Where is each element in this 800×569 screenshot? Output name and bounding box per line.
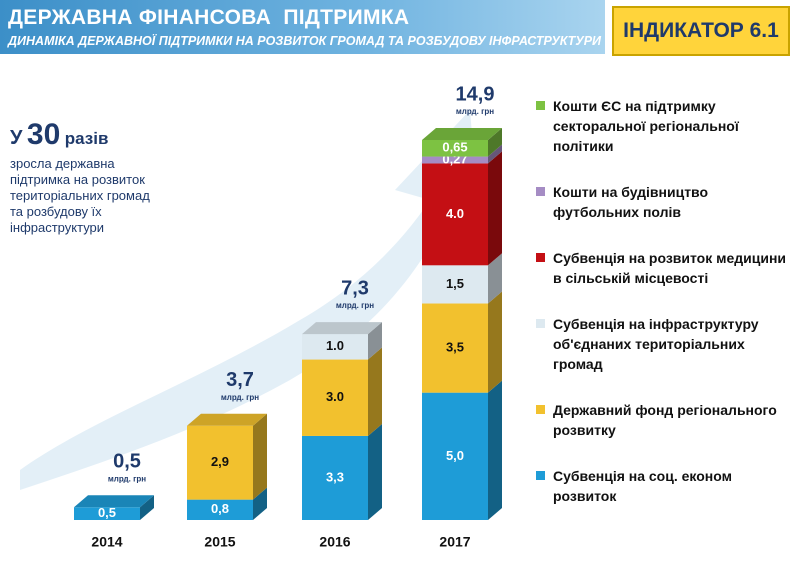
- legend-label: Субвенція на соц. економ розвиток: [553, 468, 732, 504]
- value-label: 2,9: [211, 454, 229, 469]
- bar: [422, 392, 488, 520]
- bar-side: [488, 151, 502, 266]
- total-label: 14,9: [456, 83, 495, 105]
- bar-side: [488, 128, 502, 157]
- bar-side: [253, 413, 267, 500]
- value-label: 3,3: [326, 469, 344, 484]
- headline-prefix: У: [10, 127, 23, 149]
- headline: У 30 разів: [10, 118, 108, 152]
- x-tick-label: 2015: [204, 534, 235, 550]
- bar-side: [488, 144, 502, 164]
- legend-label: Субвенція на розвиток медицини в сільськ…: [553, 250, 787, 286]
- x-tick-label: 2017: [439, 534, 470, 550]
- value-label: 1.0: [326, 338, 344, 353]
- value-label: 1,5: [446, 276, 464, 291]
- bar: [422, 163, 488, 266]
- bar-side: [253, 487, 267, 520]
- total-label: 7,3: [341, 277, 369, 299]
- legend-item: Субвенція на інфраструктуру об'єднаних т…: [536, 314, 791, 374]
- headline-suffix: разів: [64, 129, 109, 148]
- headline-number: 30: [26, 118, 61, 151]
- total-unit: млрд. грн: [221, 393, 259, 402]
- legend-label: Субвенція на інфраструктуру об'єднаних т…: [553, 316, 759, 372]
- title: ДЕРЖАВНА ФІНАНСОВА ПІДТРИМКА: [8, 6, 410, 29]
- legend-swatch: [536, 253, 545, 262]
- subtitle: ДИНАМІКА ДЕРЖАВНОЇ ПІДТРИМКИ НА РОЗВИТОК…: [8, 34, 602, 48]
- value-label: 0,8: [211, 501, 229, 516]
- legend-swatch: [536, 319, 545, 328]
- bar: [302, 435, 368, 520]
- value-label: 3.0: [326, 389, 344, 404]
- bar: [422, 140, 488, 157]
- description: зросла державна підтримка на розвиток те…: [10, 156, 150, 235]
- bar-side: [488, 291, 502, 393]
- legend-swatch: [536, 101, 545, 110]
- legend-swatch: [536, 405, 545, 414]
- bar-side: [488, 253, 502, 304]
- bar-side: [368, 322, 382, 360]
- legend-swatch: [536, 187, 545, 196]
- legend-swatch: [536, 471, 545, 480]
- legend-label: Кошти на будівництво футбольних полів: [553, 184, 709, 220]
- total-label: 0,5: [113, 451, 141, 473]
- bar-side: [140, 495, 154, 520]
- bar: [422, 156, 488, 164]
- bar-top: [74, 495, 154, 508]
- indicator: ІНДИКАТОР 6.1: [612, 6, 790, 56]
- value-label: 4.0: [446, 206, 464, 221]
- bar: [187, 499, 253, 520]
- x-tick-label: 2016: [319, 534, 350, 550]
- value-label: 0,65: [442, 140, 467, 155]
- bar: [74, 507, 140, 520]
- legend: Кошти ЄС на підтримку секторальної регіо…: [536, 96, 791, 532]
- bar-side: [368, 347, 382, 436]
- value-label: 0,5: [98, 505, 116, 520]
- legend-item: Кошти ЄС на підтримку секторальної регіо…: [536, 96, 791, 156]
- bar: [422, 265, 488, 304]
- legend-item: Субвенція на розвиток медицини в сільськ…: [536, 248, 791, 288]
- total-unit: млрд. грн: [108, 474, 146, 483]
- value-label: 5,0: [446, 448, 464, 463]
- bar: [422, 303, 488, 393]
- bar: [187, 425, 253, 500]
- bar-top: [302, 322, 382, 335]
- legend-item: Субвенція на соц. економ розвиток: [536, 466, 791, 506]
- legend-item: Державний фонд регіонального розвитку: [536, 400, 791, 440]
- bar-top: [187, 413, 267, 426]
- bar-side: [488, 380, 502, 520]
- legend-label: Державний фонд регіонального розвитку: [553, 402, 777, 438]
- total-label: 3,7: [226, 369, 254, 391]
- legend-label: Кошти ЄС на підтримку секторальної регіо…: [553, 98, 739, 154]
- arrow-decoration: [20, 110, 480, 490]
- legend-item: Кошти на будівництво футбольних полів: [536, 182, 791, 222]
- bar: [302, 334, 368, 360]
- total-unit: млрд. грн: [456, 107, 494, 116]
- total-unit: млрд. грн: [336, 301, 374, 310]
- bar-top: [422, 128, 502, 140]
- bar-side: [368, 423, 382, 520]
- bar: [302, 359, 368, 436]
- header: ДЕРЖАВНА ФІНАНСОВА ПІДТРИМКА ДИНАМІКА ДЕ…: [0, 0, 605, 54]
- value-label: 3,5: [446, 340, 464, 355]
- x-tick-label: 2014: [91, 534, 122, 550]
